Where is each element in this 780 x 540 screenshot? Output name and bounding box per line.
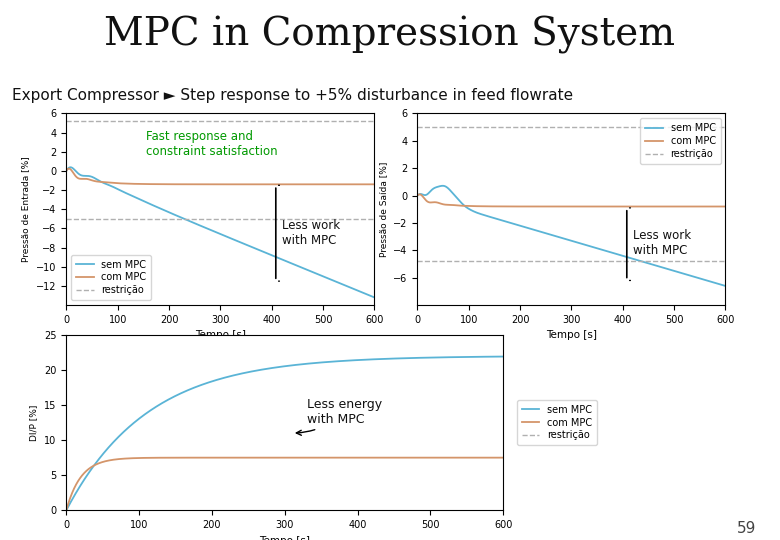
X-axis label: Tempo [s]: Tempo [s] xyxy=(195,330,246,340)
sem MPC xyxy=(413,192,422,199)
sem MPC xyxy=(262,366,271,372)
Text: 59: 59 xyxy=(737,521,757,536)
com MPC xyxy=(486,455,495,461)
com MPC xyxy=(370,181,379,187)
sem MPC xyxy=(428,186,438,192)
X-axis label: Tempo [s]: Tempo [s] xyxy=(259,536,310,540)
sem MPC xyxy=(361,291,370,297)
X-axis label: Tempo [s]: Tempo [s] xyxy=(546,330,597,340)
sem MPC xyxy=(712,280,722,287)
Text: MPC in Compression System: MPC in Compression System xyxy=(105,16,675,54)
sem MPC xyxy=(712,280,722,287)
sem MPC xyxy=(485,354,495,360)
Line: com MPC: com MPC xyxy=(66,168,374,184)
Legend: sem MPC, com MPC, restrição: sem MPC, com MPC, restrição xyxy=(640,118,721,164)
Line: sem MPC: sem MPC xyxy=(66,167,374,298)
Line: sem MPC: sem MPC xyxy=(66,356,503,510)
sem MPC xyxy=(721,283,730,289)
com MPC xyxy=(274,455,283,461)
sem MPC xyxy=(486,354,495,360)
com MPC xyxy=(84,466,94,472)
Text: Less work
with MPC: Less work with MPC xyxy=(633,230,691,258)
com MPC xyxy=(406,455,415,461)
sem MPC xyxy=(304,267,314,274)
sem MPC xyxy=(204,226,213,232)
com MPC xyxy=(428,199,438,206)
com MPC xyxy=(485,455,495,461)
com MPC xyxy=(712,203,722,210)
sem MPC xyxy=(211,229,221,235)
sem MPC xyxy=(498,353,508,360)
sem MPC xyxy=(361,291,370,297)
sem MPC xyxy=(274,364,283,370)
com MPC xyxy=(262,455,271,461)
Text: Export Compressor ► Step response to +5% disturbance in feed flowrate: Export Compressor ► Step response to +5%… xyxy=(12,89,573,103)
com MPC xyxy=(304,181,314,187)
com MPC xyxy=(361,181,370,187)
Text: Less energy
with MPC: Less energy with MPC xyxy=(296,398,381,435)
com MPC xyxy=(712,203,722,210)
com MPC xyxy=(64,165,73,172)
com MPC xyxy=(555,203,564,210)
Text: Less work
with MPC: Less work with MPC xyxy=(282,219,340,247)
com MPC xyxy=(62,507,71,514)
Line: com MPC: com MPC xyxy=(66,458,503,510)
Line: com MPC: com MPC xyxy=(417,194,725,206)
sem MPC xyxy=(62,167,71,174)
com MPC xyxy=(498,455,508,461)
Legend: sem MPC, com MPC, restrição: sem MPC, com MPC, restrição xyxy=(71,255,151,300)
com MPC xyxy=(62,167,71,174)
com MPC xyxy=(77,176,87,182)
sem MPC xyxy=(438,183,448,189)
com MPC xyxy=(562,203,572,210)
sem MPC xyxy=(84,470,94,476)
sem MPC xyxy=(62,507,71,514)
Y-axis label: Pressão de Entrada [%]: Pressão de Entrada [%] xyxy=(22,157,30,262)
Legend: sem MPC, com MPC, restrição: sem MPC, com MPC, restrição xyxy=(516,400,597,446)
sem MPC xyxy=(406,355,415,361)
com MPC xyxy=(211,181,221,187)
com MPC xyxy=(721,203,730,210)
Line: sem MPC: sem MPC xyxy=(417,186,725,286)
com MPC xyxy=(204,181,213,187)
Y-axis label: DI/P [%]: DI/P [%] xyxy=(30,404,38,441)
sem MPC xyxy=(66,164,75,171)
com MPC xyxy=(415,191,424,198)
sem MPC xyxy=(562,237,572,243)
sem MPC xyxy=(77,172,87,179)
com MPC xyxy=(655,203,665,210)
com MPC xyxy=(361,181,370,187)
sem MPC xyxy=(655,264,665,270)
sem MPC xyxy=(370,294,379,301)
com MPC xyxy=(413,192,422,199)
sem MPC xyxy=(555,234,564,240)
Y-axis label: Pressão de Saída [%]: Pressão de Saída [%] xyxy=(378,161,388,257)
Text: Fast response and
constraint satisfaction: Fast response and constraint satisfactio… xyxy=(146,130,278,158)
